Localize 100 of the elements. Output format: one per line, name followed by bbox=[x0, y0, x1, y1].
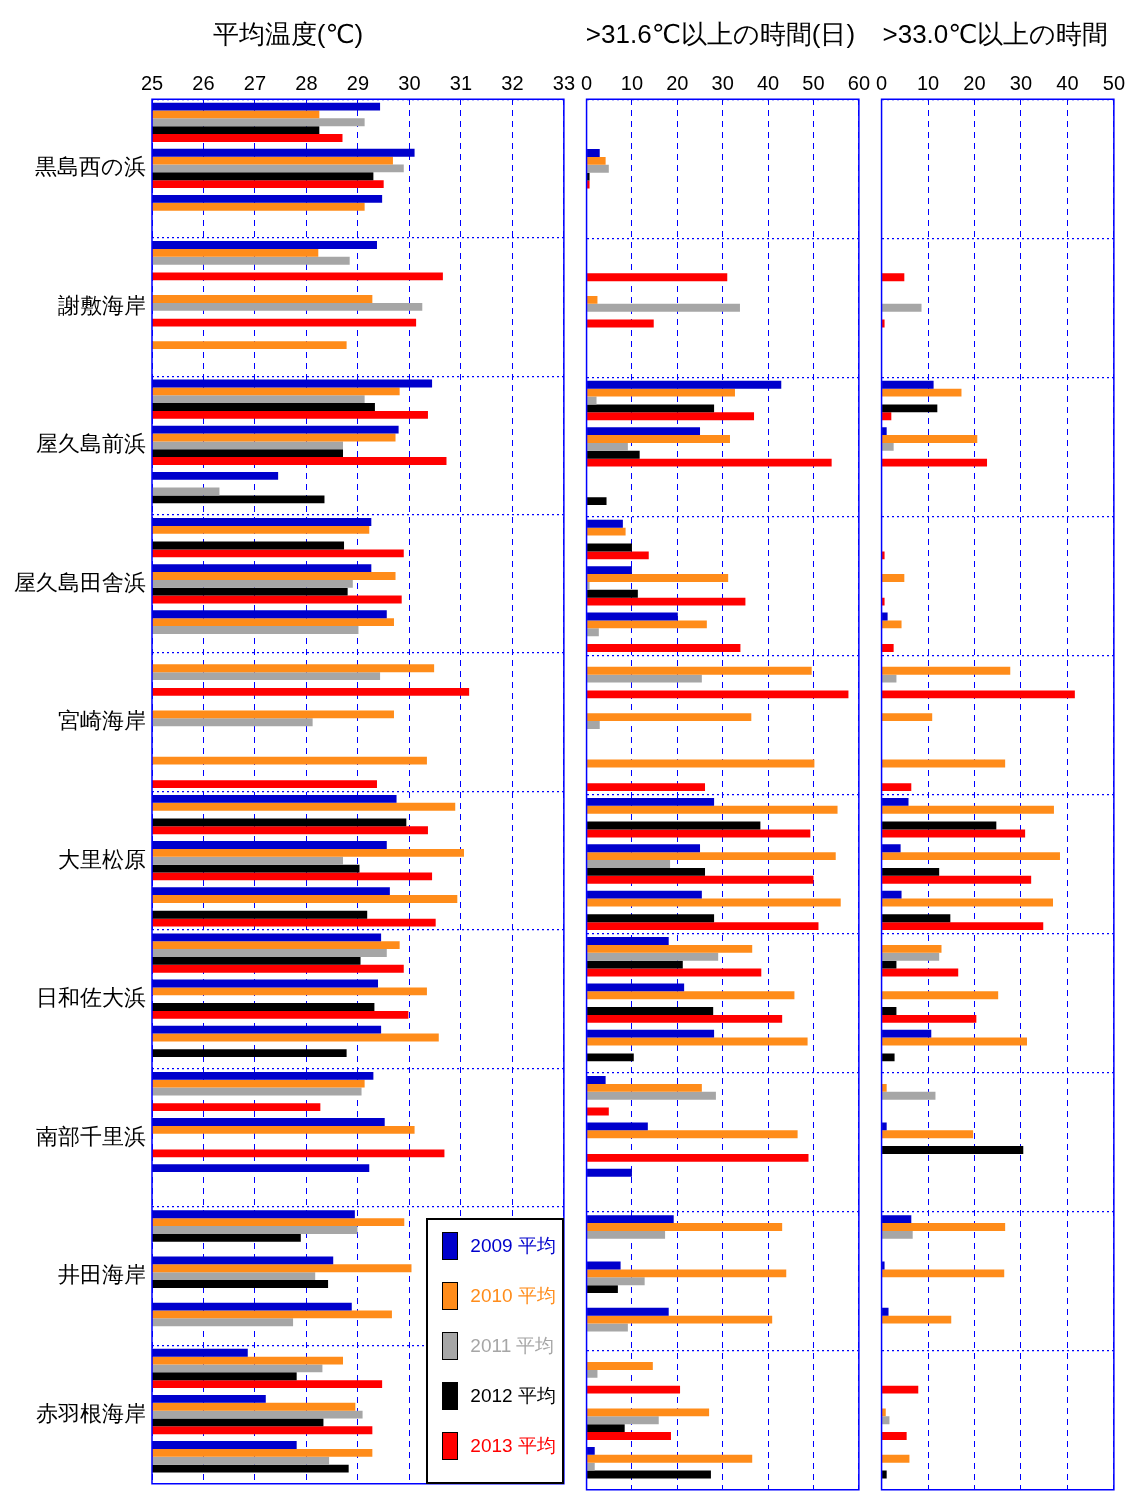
bar bbox=[587, 1315, 773, 1324]
bar bbox=[587, 960, 683, 969]
bar bbox=[587, 412, 755, 421]
legend-label: 2011 平均 bbox=[470, 1333, 555, 1358]
bar bbox=[882, 404, 938, 413]
bar bbox=[587, 829, 811, 838]
bar bbox=[587, 644, 741, 652]
bar bbox=[587, 620, 707, 629]
bar bbox=[587, 404, 715, 413]
bar bbox=[587, 1215, 674, 1224]
bar bbox=[882, 574, 905, 582]
bar bbox=[882, 844, 901, 853]
bar bbox=[587, 1323, 628, 1332]
y-tick-label: 宮崎海岸 bbox=[58, 708, 146, 734]
bar bbox=[587, 427, 701, 436]
bar bbox=[587, 1369, 598, 1378]
bar bbox=[882, 1053, 895, 1062]
bar bbox=[882, 1130, 974, 1139]
bar bbox=[882, 805, 1054, 814]
bar bbox=[587, 180, 590, 189]
bar bbox=[882, 412, 892, 421]
bar bbox=[882, 875, 1032, 884]
bar bbox=[587, 1053, 634, 1062]
bar bbox=[587, 1130, 798, 1139]
y-tick-label: 南部千里浜 bbox=[36, 1123, 146, 1149]
bar bbox=[587, 497, 607, 506]
bar bbox=[882, 991, 999, 1000]
bar bbox=[587, 805, 838, 814]
bar bbox=[587, 1122, 648, 1131]
bar bbox=[882, 612, 888, 621]
bar bbox=[587, 1223, 783, 1231]
bar bbox=[587, 295, 598, 304]
bar bbox=[587, 581, 590, 590]
bar bbox=[882, 1315, 952, 1324]
bar bbox=[587, 527, 626, 536]
bar bbox=[882, 620, 902, 629]
bar bbox=[882, 303, 922, 312]
bar bbox=[882, 442, 894, 451]
bar bbox=[882, 435, 978, 443]
bar bbox=[587, 860, 671, 868]
bar bbox=[882, 1083, 887, 1092]
bar bbox=[587, 1007, 714, 1015]
y-tick-label: 日和佐大浜 bbox=[36, 985, 146, 1011]
x-tick-label: 26 bbox=[192, 71, 215, 94]
bar bbox=[882, 1122, 887, 1131]
bar bbox=[587, 1076, 606, 1084]
bar bbox=[587, 944, 753, 953]
bar bbox=[587, 628, 599, 637]
bar bbox=[587, 875, 814, 884]
bar bbox=[587, 597, 746, 606]
bar bbox=[587, 1424, 625, 1433]
bar bbox=[882, 867, 940, 876]
bar bbox=[882, 852, 1060, 861]
bar bbox=[587, 844, 701, 853]
chart-title: >31.6℃以上の時間(日) bbox=[585, 18, 856, 49]
bar bbox=[587, 867, 706, 876]
bar bbox=[587, 442, 628, 451]
bar bbox=[882, 1454, 910, 1463]
legend-label: 2012 平均 bbox=[470, 1383, 556, 1408]
bar bbox=[587, 1083, 702, 1092]
bar bbox=[882, 1470, 887, 1479]
bar bbox=[882, 1029, 932, 1038]
x-tick-label: 30 bbox=[398, 71, 421, 94]
bar bbox=[587, 674, 702, 683]
bar bbox=[587, 713, 752, 722]
bar bbox=[882, 960, 897, 969]
bar bbox=[587, 991, 795, 1000]
legend-label: 2010 平均 bbox=[470, 1283, 556, 1308]
bar bbox=[587, 1432, 671, 1440]
bar bbox=[587, 273, 728, 282]
bar bbox=[587, 164, 609, 173]
bar bbox=[882, 644, 894, 652]
bar bbox=[587, 1168, 632, 1177]
bar bbox=[587, 1037, 808, 1046]
bar bbox=[587, 450, 640, 459]
bar bbox=[882, 1091, 936, 1100]
x-tick-label: 10 bbox=[620, 71, 644, 94]
bar bbox=[882, 551, 885, 560]
bar bbox=[587, 1029, 715, 1038]
bar bbox=[587, 1416, 659, 1425]
bar bbox=[587, 721, 600, 729]
bar bbox=[882, 1408, 886, 1417]
bar bbox=[587, 690, 849, 699]
x-tick-label: 50 bbox=[1102, 71, 1125, 94]
bar bbox=[587, 797, 715, 806]
bar bbox=[587, 589, 638, 598]
bar bbox=[882, 388, 962, 397]
bar bbox=[882, 597, 885, 606]
bar bbox=[882, 1416, 890, 1425]
bar bbox=[587, 566, 632, 575]
bar bbox=[587, 156, 606, 165]
bar bbox=[882, 914, 951, 923]
bar bbox=[587, 922, 819, 931]
bar bbox=[587, 1014, 783, 1023]
bar bbox=[587, 1454, 753, 1463]
x-tick-label: 31 bbox=[449, 71, 473, 94]
x-tick-label: 10 bbox=[916, 71, 940, 94]
bar bbox=[882, 797, 909, 806]
bar bbox=[587, 914, 715, 923]
legend-label: 2009 平均 bbox=[470, 1233, 556, 1258]
